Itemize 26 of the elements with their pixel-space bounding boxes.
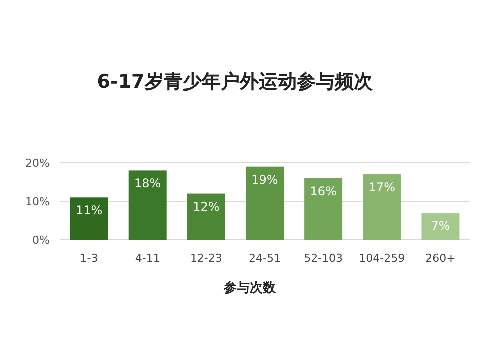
- x-tick-label: 12-23: [190, 252, 222, 265]
- y-tick-label: 10%: [26, 196, 50, 208]
- bar: [128, 170, 167, 240]
- x-axis-title: 参与次数: [223, 280, 277, 296]
- bar: [422, 213, 460, 240]
- x-tick-label: 104-259: [359, 252, 406, 265]
- bar: [246, 166, 284, 240]
- data-label: 19%: [252, 172, 278, 187]
- bar: [363, 174, 402, 240]
- bar: [187, 194, 226, 240]
- y-tick-label: 0%: [32, 234, 50, 247]
- bar: [304, 178, 343, 240]
- bar: [70, 198, 108, 240]
- data-label: 16%: [310, 184, 337, 198]
- chart-title: 6-17岁青少年户外运动参与频次: [97, 71, 374, 93]
- x-tick-label: 24-51: [249, 252, 281, 265]
- x-tick-label: 52-103: [304, 252, 344, 265]
- data-label: 12%: [193, 200, 220, 214]
- data-label: 18%: [134, 176, 162, 191]
- x-tick-label: 1-3: [80, 252, 98, 265]
- data-label: 17%: [368, 180, 396, 195]
- data-label: 11%: [76, 204, 103, 218]
- y-tick-label: 20%: [26, 157, 50, 170]
- x-tick-label: 4-11: [135, 252, 160, 265]
- data-label: 7%: [431, 219, 450, 233]
- x-tick-label: 260+: [426, 252, 456, 265]
